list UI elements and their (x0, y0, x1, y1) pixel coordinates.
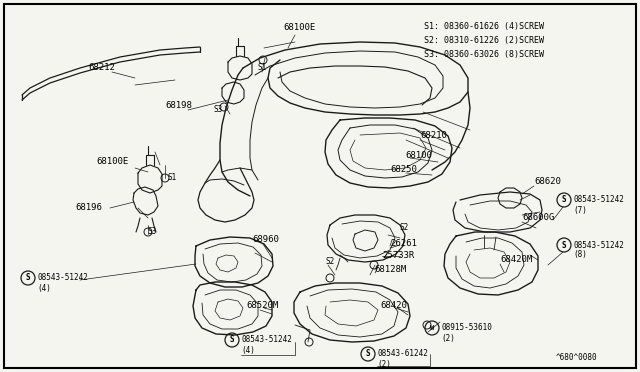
Text: 25733R: 25733R (382, 250, 414, 260)
Text: S: S (562, 196, 566, 205)
Text: (7): (7) (573, 205, 587, 215)
Text: 68520M: 68520M (246, 301, 278, 310)
Text: S1: S1 (258, 64, 268, 73)
Text: ^680^0080: ^680^0080 (556, 353, 598, 362)
Text: S1: 08360-61626 (4)SCREW: S1: 08360-61626 (4)SCREW (424, 22, 544, 31)
Text: 68600G: 68600G (522, 214, 554, 222)
Text: (8): (8) (573, 250, 587, 260)
Text: 68128M: 68128M (374, 266, 406, 275)
Text: (4): (4) (241, 346, 255, 355)
Text: 08543-51242: 08543-51242 (241, 336, 292, 344)
Text: 08543-51242: 08543-51242 (573, 196, 624, 205)
Text: S: S (562, 241, 566, 250)
Text: S: S (230, 336, 234, 344)
Text: 08915-53610: 08915-53610 (441, 324, 492, 333)
Text: 68210: 68210 (420, 131, 447, 141)
Text: S2: S2 (400, 224, 409, 232)
Text: S3: 08360-63026 (8)SCREW: S3: 08360-63026 (8)SCREW (424, 50, 544, 59)
Text: 68198: 68198 (165, 102, 192, 110)
Text: (4): (4) (37, 283, 51, 292)
Text: 68100E: 68100E (283, 23, 316, 32)
Text: 68420: 68420 (380, 301, 407, 310)
Text: 08543-51242: 08543-51242 (573, 241, 624, 250)
Text: 68196: 68196 (75, 203, 102, 212)
Text: 68100E: 68100E (96, 157, 128, 167)
Text: S3: S3 (213, 106, 222, 115)
Text: S3: S3 (148, 228, 157, 237)
Text: 68250: 68250 (390, 166, 417, 174)
Text: 08543-51242: 08543-51242 (37, 273, 88, 282)
Text: 26261: 26261 (390, 238, 417, 247)
Text: 68620: 68620 (534, 177, 561, 186)
Text: 68212: 68212 (88, 64, 115, 73)
Text: 68960: 68960 (252, 235, 279, 244)
Text: 68420M: 68420M (500, 256, 532, 264)
Text: S2: 08310-61226 (2)SCREW: S2: 08310-61226 (2)SCREW (424, 36, 544, 45)
Text: (2): (2) (377, 359, 391, 369)
Text: 68100: 68100 (405, 151, 432, 160)
Text: S2: S2 (325, 257, 334, 266)
Text: S1: S1 (168, 173, 177, 183)
Text: 08543-61242: 08543-61242 (377, 350, 428, 359)
Text: (2): (2) (441, 334, 455, 343)
Text: S: S (365, 350, 371, 359)
Text: W: W (430, 325, 434, 331)
Text: S: S (26, 273, 30, 282)
